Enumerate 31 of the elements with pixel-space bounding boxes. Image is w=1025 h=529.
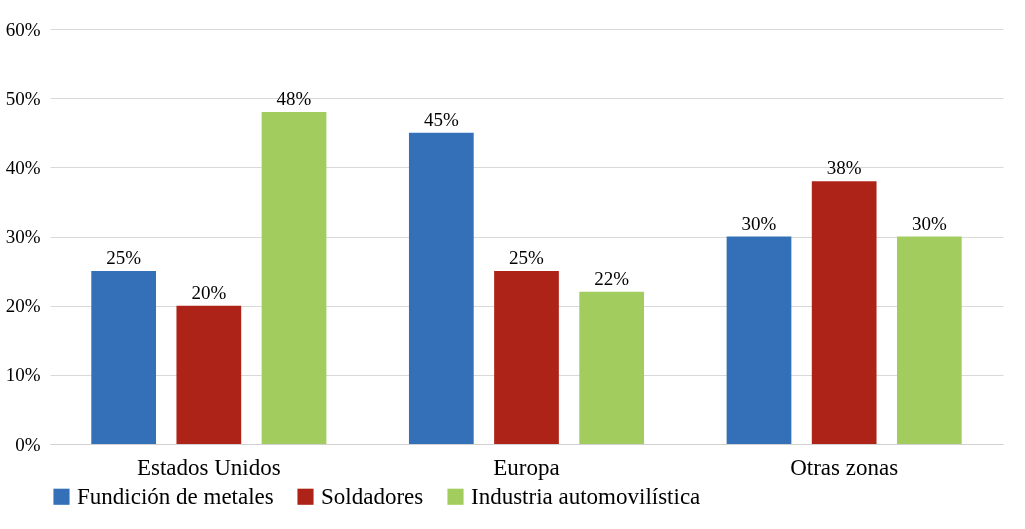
bar (176, 305, 242, 444)
data-label: 48% (276, 88, 312, 109)
data-label: 38% (826, 157, 862, 179)
data-label: 25% (509, 247, 545, 269)
data-label: 25% (106, 247, 142, 269)
data-label: 45% (423, 108, 459, 130)
data-label: 20% (191, 281, 227, 303)
bar (261, 112, 327, 444)
legend-label: Fundición de metales (77, 483, 274, 509)
bar (896, 236, 962, 444)
bar (811, 181, 877, 444)
data-label: 30% (911, 212, 947, 234)
y-tick-label: 30% (5, 226, 41, 247)
bar (408, 132, 474, 444)
bar (579, 291, 645, 444)
x-tick-label: Estados Unidos (136, 454, 281, 480)
data-label: 22% (594, 267, 630, 289)
y-tick-label: 60% (5, 18, 41, 40)
bar (726, 236, 792, 444)
x-tick-label: Europa (493, 454, 560, 480)
y-tick-label: 20% (5, 295, 41, 317)
y-tick-label: 10% (5, 364, 41, 386)
bar (494, 271, 559, 444)
y-tick-label: 0% (15, 433, 41, 455)
data-label: 30% (741, 212, 777, 234)
legend-label: Soldadores (321, 483, 424, 509)
x-tick-label: Otras zonas (790, 454, 899, 480)
y-tick-label: 40% (5, 156, 41, 178)
legend-label: Industria automovilística (471, 483, 701, 509)
bar (91, 271, 157, 444)
y-tick-label: 50% (5, 87, 41, 109)
